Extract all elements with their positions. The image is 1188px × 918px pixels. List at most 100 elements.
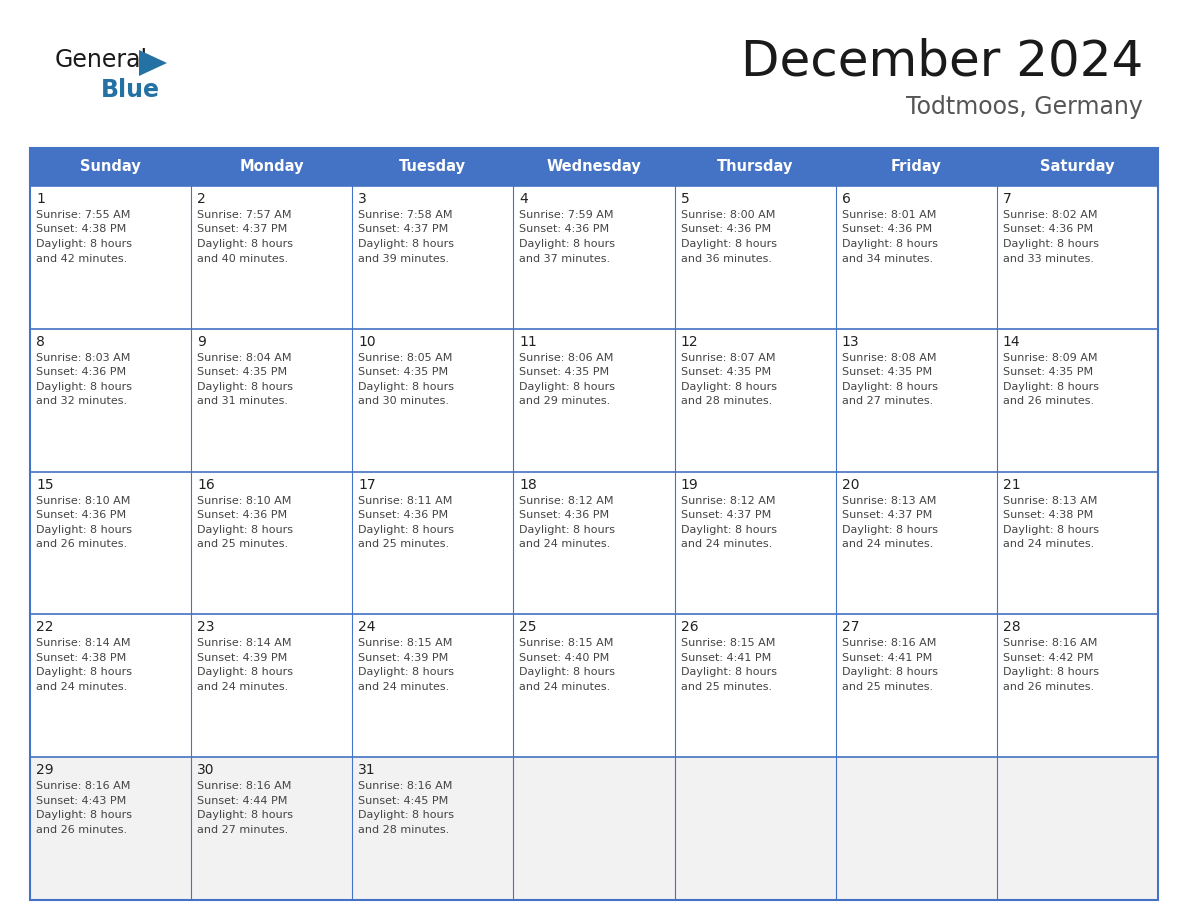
Text: Daylight: 8 hours: Daylight: 8 hours bbox=[197, 524, 293, 534]
Text: Sunset: 4:40 PM: Sunset: 4:40 PM bbox=[519, 653, 609, 663]
Text: 18: 18 bbox=[519, 477, 537, 492]
Text: and 24 minutes.: and 24 minutes. bbox=[359, 682, 449, 692]
Text: 17: 17 bbox=[359, 477, 375, 492]
Text: Sunset: 4:36 PM: Sunset: 4:36 PM bbox=[842, 225, 931, 234]
Text: Daylight: 8 hours: Daylight: 8 hours bbox=[519, 239, 615, 249]
Text: Daylight: 8 hours: Daylight: 8 hours bbox=[1003, 239, 1099, 249]
Text: and 42 minutes.: and 42 minutes. bbox=[36, 253, 127, 263]
Text: 7: 7 bbox=[1003, 192, 1012, 206]
Text: 8: 8 bbox=[36, 335, 45, 349]
Text: 1: 1 bbox=[36, 192, 45, 206]
Text: Sunset: 4:38 PM: Sunset: 4:38 PM bbox=[36, 653, 126, 663]
Text: Sunset: 4:35 PM: Sunset: 4:35 PM bbox=[519, 367, 609, 377]
Text: Daylight: 8 hours: Daylight: 8 hours bbox=[681, 382, 777, 392]
Text: and 40 minutes.: and 40 minutes. bbox=[197, 253, 289, 263]
Polygon shape bbox=[139, 50, 168, 76]
Text: Friday: Friday bbox=[891, 160, 942, 174]
Text: and 34 minutes.: and 34 minutes. bbox=[842, 253, 933, 263]
Text: and 27 minutes.: and 27 minutes. bbox=[842, 397, 933, 407]
Text: 21: 21 bbox=[1003, 477, 1020, 492]
Text: Sunrise: 8:13 AM: Sunrise: 8:13 AM bbox=[1003, 496, 1098, 506]
Text: Sunrise: 8:15 AM: Sunrise: 8:15 AM bbox=[681, 638, 775, 648]
Text: Sunset: 4:36 PM: Sunset: 4:36 PM bbox=[519, 510, 609, 521]
Text: Sunset: 4:36 PM: Sunset: 4:36 PM bbox=[197, 510, 287, 521]
Text: Daylight: 8 hours: Daylight: 8 hours bbox=[1003, 382, 1099, 392]
Text: 3: 3 bbox=[359, 192, 367, 206]
Text: Sunrise: 7:59 AM: Sunrise: 7:59 AM bbox=[519, 210, 614, 220]
Text: Daylight: 8 hours: Daylight: 8 hours bbox=[359, 239, 454, 249]
Text: Daylight: 8 hours: Daylight: 8 hours bbox=[359, 811, 454, 820]
Text: 30: 30 bbox=[197, 763, 215, 778]
Text: Sunset: 4:37 PM: Sunset: 4:37 PM bbox=[681, 510, 771, 521]
Text: Daylight: 8 hours: Daylight: 8 hours bbox=[197, 667, 293, 677]
Text: 2: 2 bbox=[197, 192, 206, 206]
Text: and 36 minutes.: and 36 minutes. bbox=[681, 253, 771, 263]
Text: Sunrise: 8:07 AM: Sunrise: 8:07 AM bbox=[681, 353, 775, 363]
Text: Sunrise: 8:02 AM: Sunrise: 8:02 AM bbox=[1003, 210, 1098, 220]
Text: Sunrise: 8:12 AM: Sunrise: 8:12 AM bbox=[519, 496, 614, 506]
Text: Daylight: 8 hours: Daylight: 8 hours bbox=[359, 524, 454, 534]
Text: and 24 minutes.: and 24 minutes. bbox=[197, 682, 289, 692]
Text: 19: 19 bbox=[681, 477, 699, 492]
Text: 6: 6 bbox=[842, 192, 851, 206]
Text: Daylight: 8 hours: Daylight: 8 hours bbox=[197, 239, 293, 249]
Text: Sunset: 4:36 PM: Sunset: 4:36 PM bbox=[36, 367, 126, 377]
Text: Sunset: 4:36 PM: Sunset: 4:36 PM bbox=[681, 225, 771, 234]
Text: and 25 minutes.: and 25 minutes. bbox=[359, 539, 449, 549]
Text: Sunrise: 8:09 AM: Sunrise: 8:09 AM bbox=[1003, 353, 1098, 363]
Text: Sunrise: 8:01 AM: Sunrise: 8:01 AM bbox=[842, 210, 936, 220]
Text: Sunrise: 8:12 AM: Sunrise: 8:12 AM bbox=[681, 496, 775, 506]
Text: General: General bbox=[55, 48, 148, 72]
Text: and 24 minutes.: and 24 minutes. bbox=[36, 682, 127, 692]
Text: and 24 minutes.: and 24 minutes. bbox=[519, 682, 611, 692]
Text: Daylight: 8 hours: Daylight: 8 hours bbox=[519, 524, 615, 534]
Text: Sunset: 4:35 PM: Sunset: 4:35 PM bbox=[1003, 367, 1093, 377]
Text: and 28 minutes.: and 28 minutes. bbox=[359, 824, 449, 834]
Bar bbox=[30, 757, 1158, 900]
Text: and 27 minutes.: and 27 minutes. bbox=[197, 824, 289, 834]
Text: 28: 28 bbox=[1003, 621, 1020, 634]
Text: Daylight: 8 hours: Daylight: 8 hours bbox=[519, 667, 615, 677]
Text: Sunrise: 8:14 AM: Sunrise: 8:14 AM bbox=[36, 638, 131, 648]
Text: and 31 minutes.: and 31 minutes. bbox=[197, 397, 289, 407]
Text: 26: 26 bbox=[681, 621, 699, 634]
Text: Sunrise: 7:57 AM: Sunrise: 7:57 AM bbox=[197, 210, 291, 220]
Text: and 25 minutes.: and 25 minutes. bbox=[197, 539, 289, 549]
Text: Sunrise: 8:10 AM: Sunrise: 8:10 AM bbox=[36, 496, 131, 506]
Text: 20: 20 bbox=[842, 477, 859, 492]
Text: Sunset: 4:35 PM: Sunset: 4:35 PM bbox=[197, 367, 287, 377]
Text: 16: 16 bbox=[197, 477, 215, 492]
Text: and 39 minutes.: and 39 minutes. bbox=[359, 253, 449, 263]
Text: Daylight: 8 hours: Daylight: 8 hours bbox=[1003, 524, 1099, 534]
Text: and 26 minutes.: and 26 minutes. bbox=[36, 539, 127, 549]
Text: December 2024: December 2024 bbox=[741, 38, 1143, 86]
Text: Sunset: 4:43 PM: Sunset: 4:43 PM bbox=[36, 796, 126, 806]
Text: and 25 minutes.: and 25 minutes. bbox=[842, 682, 933, 692]
Text: 13: 13 bbox=[842, 335, 859, 349]
Text: Sunrise: 7:58 AM: Sunrise: 7:58 AM bbox=[359, 210, 453, 220]
Text: 25: 25 bbox=[519, 621, 537, 634]
Text: Sunrise: 8:00 AM: Sunrise: 8:00 AM bbox=[681, 210, 775, 220]
Text: 23: 23 bbox=[197, 621, 215, 634]
Text: Sunrise: 8:08 AM: Sunrise: 8:08 AM bbox=[842, 353, 936, 363]
Text: and 29 minutes.: and 29 minutes. bbox=[519, 397, 611, 407]
Text: Daylight: 8 hours: Daylight: 8 hours bbox=[197, 382, 293, 392]
Text: Todtmoos, Germany: Todtmoos, Germany bbox=[906, 95, 1143, 119]
Text: Sunset: 4:35 PM: Sunset: 4:35 PM bbox=[359, 367, 448, 377]
Text: Daylight: 8 hours: Daylight: 8 hours bbox=[842, 524, 937, 534]
Text: 29: 29 bbox=[36, 763, 53, 778]
Text: Sunset: 4:42 PM: Sunset: 4:42 PM bbox=[1003, 653, 1093, 663]
Text: and 26 minutes.: and 26 minutes. bbox=[1003, 682, 1094, 692]
Text: Sunset: 4:36 PM: Sunset: 4:36 PM bbox=[519, 225, 609, 234]
Text: Daylight: 8 hours: Daylight: 8 hours bbox=[36, 667, 132, 677]
Text: Daylight: 8 hours: Daylight: 8 hours bbox=[519, 382, 615, 392]
Text: Daylight: 8 hours: Daylight: 8 hours bbox=[359, 382, 454, 392]
Text: Sunset: 4:37 PM: Sunset: 4:37 PM bbox=[359, 225, 449, 234]
Text: Sunrise: 8:13 AM: Sunrise: 8:13 AM bbox=[842, 496, 936, 506]
Text: Sunset: 4:39 PM: Sunset: 4:39 PM bbox=[359, 653, 449, 663]
Text: and 24 minutes.: and 24 minutes. bbox=[842, 539, 933, 549]
Text: Sunset: 4:39 PM: Sunset: 4:39 PM bbox=[197, 653, 287, 663]
Text: Sunset: 4:35 PM: Sunset: 4:35 PM bbox=[681, 367, 771, 377]
Text: 12: 12 bbox=[681, 335, 699, 349]
Text: Sunrise: 8:11 AM: Sunrise: 8:11 AM bbox=[359, 496, 453, 506]
